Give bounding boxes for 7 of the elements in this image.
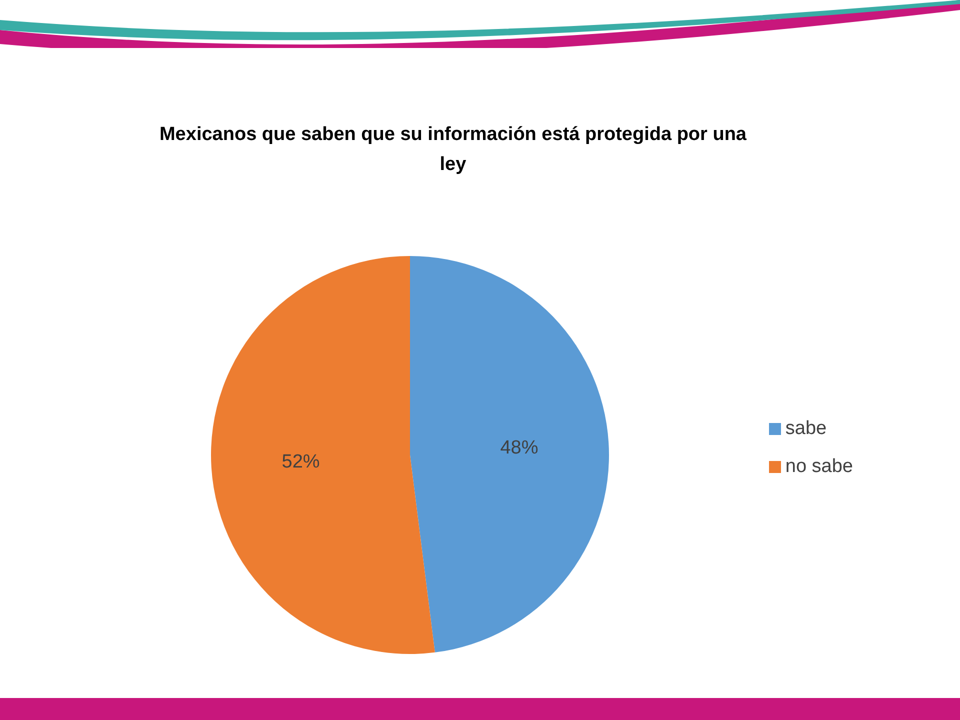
legend-label: no sabe: [785, 456, 853, 477]
data-label: 52%: [282, 451, 320, 472]
pie-slice: [211, 256, 435, 654]
chart-title: Mexicanos que saben que su información está protegida por una ley: [158, 123, 748, 177]
pie-slice: [410, 256, 609, 652]
legend-label: sabe: [785, 418, 827, 439]
data-label: 48%: [500, 438, 538, 459]
